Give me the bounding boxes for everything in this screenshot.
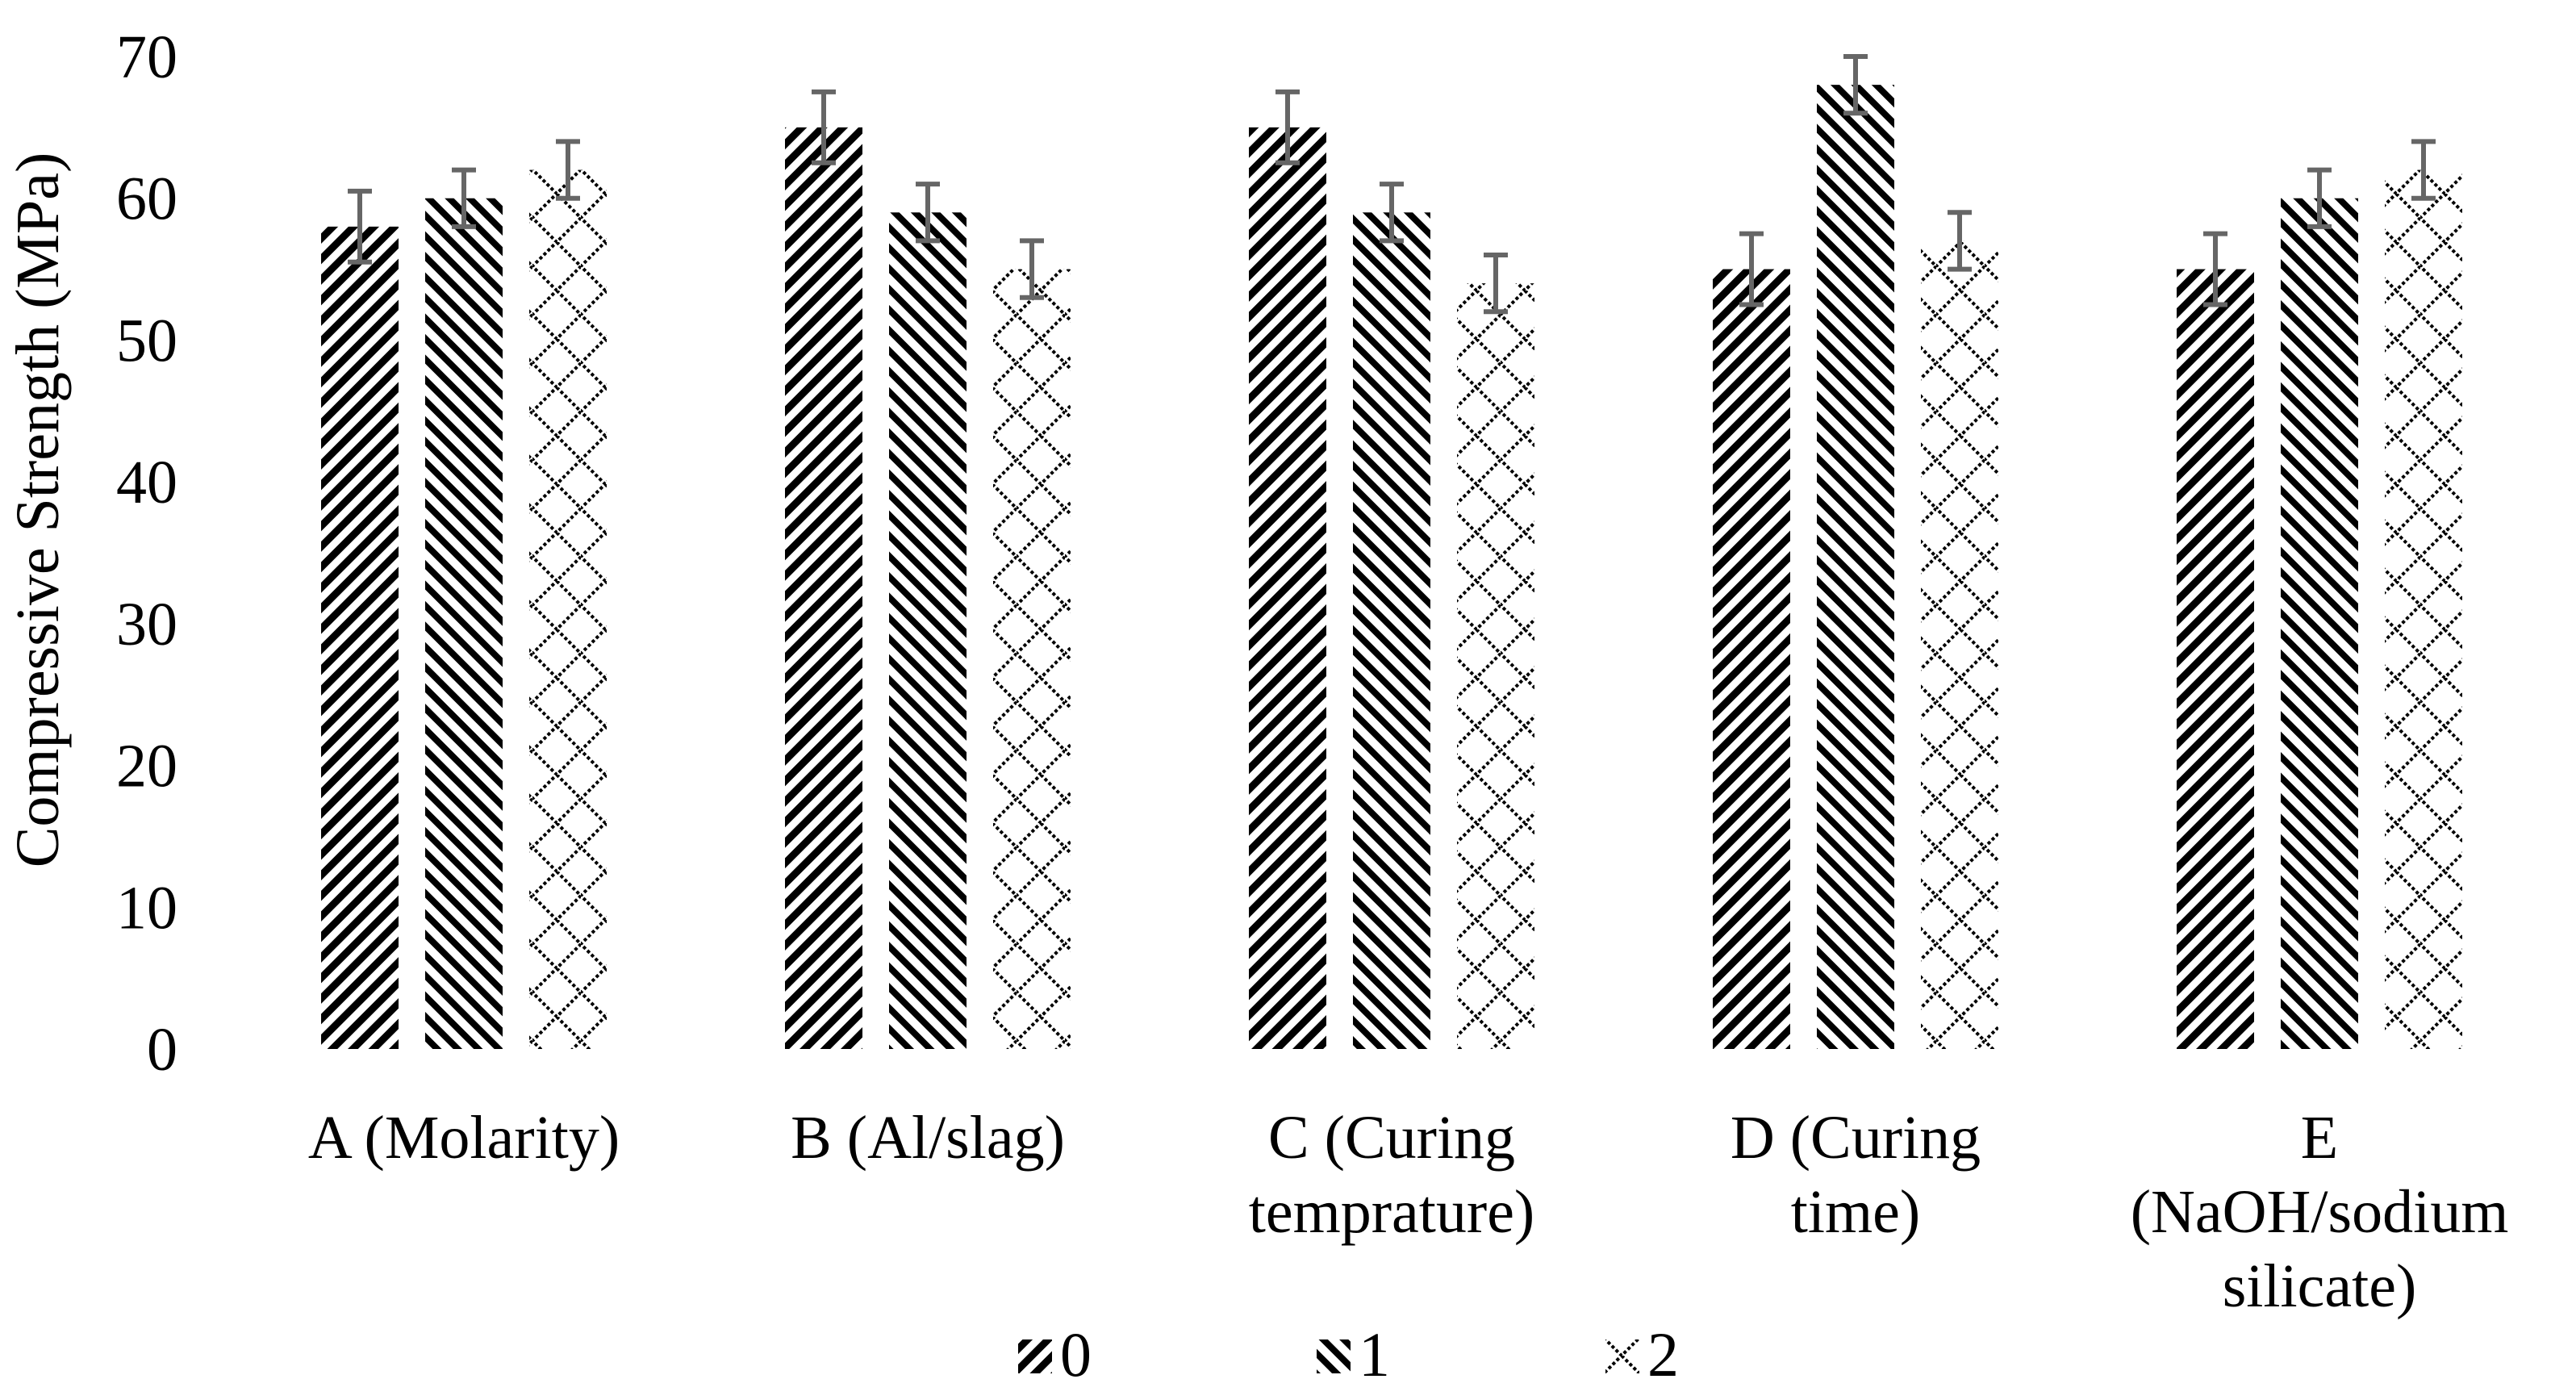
bar-series-1-cat-1 xyxy=(889,212,967,1050)
error-bar xyxy=(556,139,580,201)
bar-series-0-cat-4 xyxy=(2177,269,2254,1050)
legend-label-1: 1 xyxy=(1359,1319,1390,1390)
error-bar xyxy=(348,188,372,265)
error-bar xyxy=(1380,182,1404,244)
category-label-line: A (Molarity) xyxy=(308,1104,620,1172)
error-bar xyxy=(916,182,940,244)
category-label: B (Al/slag) xyxy=(791,1104,1065,1172)
legend-swatch-1 xyxy=(1317,1339,1351,1373)
category-label-line: E xyxy=(2301,1104,2338,1172)
error-bar xyxy=(1275,89,1300,165)
category-label: D (Curing time) xyxy=(1731,1104,1981,1246)
error-bar xyxy=(1484,253,1508,315)
error-bar xyxy=(1843,54,1868,116)
error-bar xyxy=(1020,238,1044,300)
y-axis-label: Compressive Strength (MPa) xyxy=(4,153,72,868)
error-bar xyxy=(2307,167,2332,229)
bar-series-0-cat-0 xyxy=(321,226,399,1049)
category-label-line: silicate) xyxy=(2223,1252,2417,1320)
category-label-line: temprature) xyxy=(1249,1178,1534,1246)
y-tick-label: 60 xyxy=(116,165,177,233)
error-bar xyxy=(2411,139,2436,201)
y-tick-label: 70 xyxy=(116,23,177,91)
category-label: C (Curing temprature) xyxy=(1249,1104,1534,1246)
bar-series-2-cat-0 xyxy=(529,169,607,1050)
y-tick-label: 50 xyxy=(116,307,177,374)
bar-series-0-cat-1 xyxy=(785,127,862,1049)
bar-series-1-cat-4 xyxy=(2281,198,2358,1050)
bar-series-0-cat-3 xyxy=(1713,269,1790,1050)
error-bar xyxy=(1948,210,1972,272)
legend-label-0: 0 xyxy=(1060,1319,1092,1390)
category-label-line: C (Curing xyxy=(1268,1104,1515,1172)
bar-series-2-cat-2 xyxy=(1457,283,1534,1050)
category-label-line: D (Curing xyxy=(1731,1104,1981,1172)
bar-series-1-cat-0 xyxy=(425,198,503,1050)
bars xyxy=(321,54,2462,1050)
bar-series-2-cat-3 xyxy=(1921,240,1998,1049)
legend: 0 1 2 xyxy=(1018,1319,1679,1390)
legend-swatch-2 xyxy=(1605,1339,1639,1373)
error-bar xyxy=(452,167,476,229)
category-label-line: (NaOH/sodium xyxy=(2131,1178,2509,1246)
y-tick-label: 40 xyxy=(116,449,177,516)
bar-series-2-cat-4 xyxy=(2385,169,2462,1050)
bar-series-0-cat-2 xyxy=(1249,127,1326,1049)
y-tick-label: 30 xyxy=(116,591,177,658)
legend-label-2: 2 xyxy=(1647,1319,1679,1390)
category-label: E (NaOH/sodium silicate) xyxy=(2131,1104,2509,1320)
bar-series-1-cat-2 xyxy=(1353,212,1430,1050)
bar-series-1-cat-3 xyxy=(1817,85,1894,1050)
legend-swatch-0 xyxy=(1018,1339,1052,1373)
error-bar xyxy=(1739,231,1764,307)
bar-series-2-cat-1 xyxy=(993,269,1071,1050)
category-label-line: B (Al/slag) xyxy=(791,1104,1065,1172)
y-tick-label: 20 xyxy=(116,733,177,800)
category-label: A (Molarity) xyxy=(308,1104,620,1172)
error-bar xyxy=(812,89,836,165)
category-label-line: time) xyxy=(1791,1178,1920,1246)
y-axis-ticks: 0 10 20 30 40 50 60 70 xyxy=(116,23,177,1084)
error-bar xyxy=(2203,231,2227,307)
y-tick-label: 10 xyxy=(116,874,177,942)
y-tick-label: 0 xyxy=(147,1016,177,1084)
category-labels: A (Molarity) B (Al/slag) C (Curing tempratu… xyxy=(308,1104,2508,1320)
